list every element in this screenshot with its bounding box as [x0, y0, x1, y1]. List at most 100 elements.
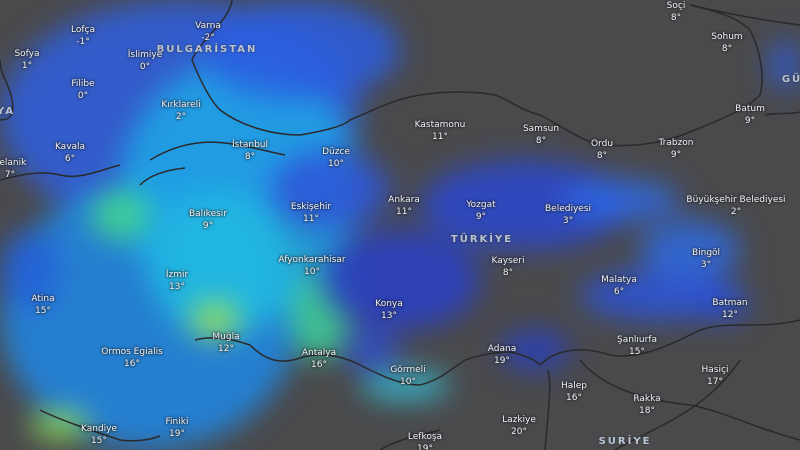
city-marker[interactable]: Bingöl 3° — [692, 247, 720, 271]
city-name: Ankara — [388, 195, 420, 205]
city-temperature: 8° — [502, 268, 514, 278]
city-marker[interactable]: İzmir 13° — [166, 269, 188, 293]
city-temperature: 19° — [494, 356, 510, 366]
city-name: Kandiye — [80, 424, 118, 434]
city-marker[interactable]: Selanik 7° — [0, 157, 26, 181]
city-marker[interactable]: Büyükşehir Belediyesi 2° — [686, 194, 785, 218]
city-marker[interactable]: Şanlıurfa 15° — [617, 334, 657, 358]
city-marker[interactable]: Adana 19° — [488, 343, 516, 367]
city-marker[interactable]: İstanbul 8° — [232, 139, 268, 163]
city-temperature: 8° — [596, 151, 608, 161]
city-name: Sohum — [711, 32, 743, 42]
city-marker[interactable]: Afyonkarahisar 10° — [278, 254, 345, 278]
city-temperature: 6° — [64, 154, 76, 164]
city-name: İslimiye — [127, 50, 163, 60]
city-name: Atina — [31, 294, 55, 304]
city-marker[interactable]: Kırklareli 2° — [161, 99, 200, 123]
city-marker[interactable]: Malatya 6° — [601, 274, 637, 298]
city-marker[interactable]: Trabzon 9° — [658, 137, 693, 161]
city-marker[interactable]: Kandiye 15° — [81, 423, 117, 447]
city-marker[interactable]: Lofça -1° — [71, 24, 95, 48]
city-marker[interactable]: Konya 13° — [375, 298, 403, 322]
city-marker[interactable]: Muğla 12° — [212, 331, 239, 355]
city-name: Görmeli — [390, 365, 426, 375]
city-temperature: 8° — [670, 13, 682, 23]
city-marker[interactable]: Balıkesir 9° — [189, 208, 227, 232]
city-name: Samsun — [522, 124, 560, 134]
city-marker[interactable]: Batman 12° — [712, 297, 747, 321]
city-marker[interactable]: Hasiçi 17° — [702, 364, 729, 388]
city-temperature: 18° — [639, 406, 655, 416]
city-marker[interactable]: Batum 9° — [735, 103, 765, 127]
city-marker[interactable]: Lefkoşa 19° — [408, 431, 442, 450]
city-name: Batum — [735, 104, 765, 114]
city-marker[interactable]: Kavala 6° — [55, 141, 85, 165]
city-temperature: 19° — [169, 429, 185, 439]
precipitation-cell — [640, 220, 740, 280]
precipitation-cell — [690, 290, 750, 320]
city-name: Belediyesi — [544, 204, 592, 214]
city-marker[interactable]: Antalya 16° — [302, 347, 336, 371]
city-temperature: 12° — [722, 310, 738, 320]
city-marker[interactable]: Kastamonu 11° — [415, 119, 466, 143]
city-name: Kavala — [54, 142, 86, 152]
city-marker[interactable]: Ormos Egialis 16° — [101, 346, 163, 370]
country-label: GÜ — [781, 74, 800, 85]
city-temperature: 13° — [169, 282, 185, 292]
city-name: Şanlıurfa — [616, 335, 658, 345]
city-name: Bingöl — [691, 248, 721, 258]
country-label: TÜRKİYE — [450, 234, 514, 245]
city-marker[interactable]: Yozgat 9° — [466, 199, 495, 223]
city-temperature: 0° — [77, 91, 89, 101]
city-name: Eskişehir — [290, 202, 332, 212]
city-marker[interactable]: Görmeli 10° — [390, 364, 425, 388]
city-temperature: 0° — [139, 62, 151, 72]
city-temperature: 2° — [175, 112, 187, 122]
city-name: Hasiçi — [701, 365, 729, 375]
city-marker[interactable]: Ordu 8° — [591, 138, 613, 162]
city-marker[interactable]: Sofya 1° — [14, 48, 39, 72]
city-name: Antalya — [301, 348, 337, 358]
city-temperature: 13° — [381, 311, 397, 321]
country-label: YA — [0, 106, 16, 117]
city-marker[interactable]: Finiki 19° — [166, 416, 189, 440]
precipitation-cell — [560, 180, 680, 220]
city-temperature: 19° — [417, 444, 433, 450]
city-marker[interactable]: Varna -2° — [195, 20, 221, 44]
city-temperature: 12° — [218, 344, 234, 354]
city-name: Malatya — [601, 275, 637, 285]
city-name: Sofya — [14, 49, 40, 59]
city-temperature: 3° — [562, 216, 574, 226]
city-marker[interactable]: Kayseri 8° — [491, 255, 524, 279]
city-name: Batman — [712, 298, 748, 308]
city-marker[interactable]: Ankara 11° — [388, 194, 420, 218]
city-temperature: 2° — [730, 207, 742, 217]
city-name: Halep — [560, 381, 588, 391]
city-name: Lefkoşa — [407, 432, 443, 442]
city-marker[interactable]: Belediyesi 3° — [545, 203, 591, 227]
city-marker[interactable]: Düzce 10° — [322, 146, 350, 170]
city-temperature: 16° — [311, 360, 327, 370]
city-marker[interactable]: Atina 15° — [31, 293, 54, 317]
city-temperature: 10° — [304, 267, 320, 277]
city-marker[interactable]: Soçi 8° — [667, 0, 686, 24]
city-temperature: 9° — [475, 212, 487, 222]
city-marker[interactable]: Lazkiye 20° — [502, 414, 536, 438]
precipitation-cell — [500, 330, 570, 370]
city-name: Filibe — [71, 79, 95, 89]
city-marker[interactable]: Sohum 8° — [711, 31, 742, 55]
city-marker[interactable]: Halep 16° — [561, 380, 587, 404]
precipitation-cell — [360, 370, 450, 400]
city-temperature: -1° — [76, 37, 90, 47]
city-marker[interactable]: Samsun 8° — [523, 123, 559, 147]
city-marker[interactable]: Eskişehir 11° — [291, 201, 331, 225]
city-marker[interactable]: İslimiye 0° — [128, 49, 162, 73]
city-marker[interactable]: Filibe 0° — [71, 78, 94, 102]
city-name: Rakka — [633, 394, 661, 404]
city-name: Lazkiye — [502, 415, 536, 425]
city-name: Yozgat — [466, 200, 496, 210]
city-marker[interactable]: Rakka 18° — [633, 393, 660, 417]
city-name: Düzce — [322, 147, 350, 157]
city-temperature: 8° — [721, 44, 733, 54]
